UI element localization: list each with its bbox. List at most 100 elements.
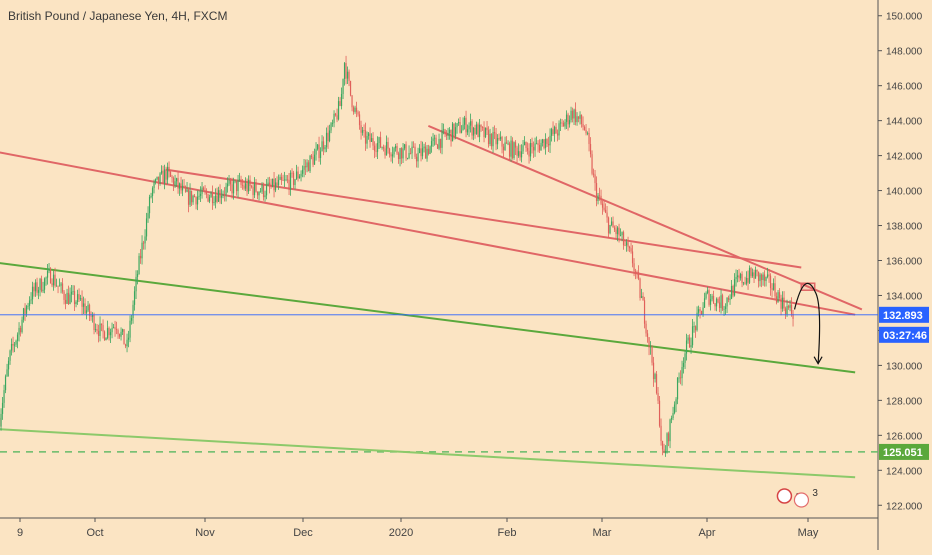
- candle-body: [591, 154, 592, 173]
- candle-body: [323, 141, 324, 149]
- candle-body: [627, 242, 628, 247]
- candle-body: [545, 139, 546, 148]
- candle-body: [707, 290, 708, 293]
- candle-body: [99, 324, 100, 336]
- candle-body: [533, 147, 534, 151]
- candle-body: [159, 173, 160, 184]
- event-badge-count: 3: [812, 488, 818, 499]
- candle-body: [528, 151, 529, 157]
- candle-body: [195, 197, 196, 204]
- candle-body: [389, 149, 390, 155]
- candle-body: [564, 122, 565, 127]
- candle-body: [270, 186, 271, 187]
- current-price-tag: 132.893: [879, 307, 929, 323]
- candle-body: [576, 116, 577, 122]
- candle-body: [134, 291, 135, 305]
- candle-body: [279, 177, 280, 180]
- candle-body: [156, 177, 157, 180]
- candle-body: [143, 243, 144, 244]
- candle-body: [203, 188, 204, 191]
- candle-body: [12, 344, 13, 346]
- candle-body: [158, 177, 159, 184]
- candle-body: [572, 111, 573, 119]
- candle-body: [587, 133, 588, 134]
- candle-body: [77, 294, 78, 302]
- candle-body: [623, 232, 624, 245]
- candle-body: [629, 247, 630, 248]
- candle-body: [693, 326, 694, 327]
- candle-body: [684, 353, 685, 362]
- candle-body: [276, 182, 277, 185]
- candle-body: [758, 272, 759, 282]
- candle-body: [395, 146, 396, 148]
- candle-body: [456, 123, 457, 127]
- candle-body: [204, 190, 205, 191]
- candle-body: [563, 123, 564, 127]
- candle-body: [738, 275, 739, 278]
- x-tick-label: Nov: [195, 527, 215, 539]
- candle-body: [768, 274, 769, 275]
- candle-body: [78, 294, 79, 299]
- candle-body: [176, 178, 177, 181]
- candle-body: [680, 378, 681, 379]
- candle-body: [488, 130, 489, 144]
- candle-body: [345, 63, 346, 79]
- candle-body: [36, 282, 37, 292]
- candle-body: [197, 197, 198, 205]
- event-badge[interactable]: [794, 493, 808, 507]
- candle-body: [188, 189, 189, 204]
- candle-body: [360, 125, 361, 133]
- y-tick-label: 134.000: [886, 291, 923, 302]
- candle-body: [119, 334, 120, 337]
- candle-body: [450, 130, 451, 142]
- candle-body: [633, 263, 634, 271]
- candle-body: [710, 299, 711, 305]
- candle-body: [86, 310, 87, 313]
- candle-body: [381, 147, 382, 148]
- candle-body: [404, 144, 405, 148]
- candle-body: [554, 127, 555, 134]
- candle-body: [135, 277, 136, 291]
- candle-body: [720, 295, 721, 308]
- candle-body: [68, 293, 69, 304]
- candle-body: [374, 146, 375, 151]
- candle-body: [384, 148, 385, 155]
- candle-body: [401, 148, 402, 158]
- candle-body: [344, 63, 345, 79]
- candle-body: [419, 148, 420, 153]
- candle-body: [105, 338, 106, 340]
- candle-body: [45, 278, 46, 279]
- candle-body: [428, 149, 429, 154]
- candle-body: [257, 192, 258, 196]
- candle-body: [728, 298, 729, 300]
- candle-body: [492, 132, 493, 146]
- flag-badge[interactable]: [777, 489, 791, 503]
- candle-body: [113, 327, 114, 328]
- candle-body: [347, 72, 348, 79]
- candle-body: [756, 270, 757, 272]
- candle-body: [342, 79, 343, 94]
- candle-body: [567, 115, 568, 125]
- candle-body: [44, 278, 45, 289]
- candle-body: [647, 333, 648, 337]
- x-tick-label: Dec: [293, 527, 313, 539]
- candle-body: [234, 181, 235, 182]
- candle-body: [762, 275, 763, 281]
- candle-body: [128, 338, 129, 340]
- candle-body: [341, 94, 342, 106]
- candle-body: [462, 125, 463, 131]
- candle-body: [588, 133, 589, 144]
- candle-body: [98, 331, 99, 336]
- candle-body: [512, 141, 513, 158]
- candle-body: [774, 283, 775, 296]
- candle-body: [735, 277, 736, 279]
- candle-body: [153, 182, 154, 188]
- candle-body: [54, 275, 55, 286]
- candle-body: [255, 182, 256, 192]
- candle-body: [722, 295, 723, 309]
- candle-body: [431, 141, 432, 146]
- candle-body: [50, 269, 51, 283]
- candle-body: [320, 151, 321, 158]
- candle-body: [566, 115, 567, 122]
